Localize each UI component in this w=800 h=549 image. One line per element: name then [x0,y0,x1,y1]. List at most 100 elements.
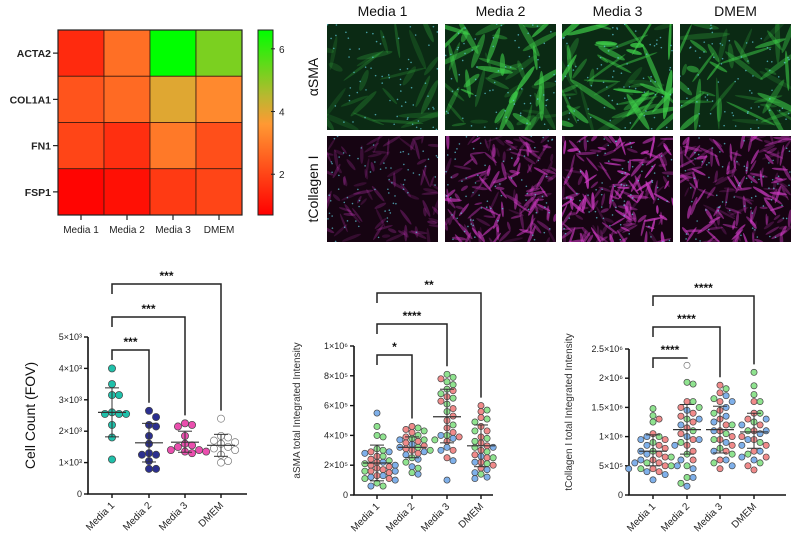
y-tick-label: 8×10⁵ [324,371,348,381]
stained-cell [512,113,532,126]
y-tick-label: 5×10³ [59,332,82,342]
stained-cell [733,175,742,190]
stained-cell [477,230,485,242]
data-point [367,473,375,481]
nucleus [594,210,597,213]
data-point [414,455,422,463]
nucleus [348,154,351,157]
stained-cell [776,218,785,224]
nucleus [760,37,763,40]
data-point [649,476,657,484]
stained-cell [773,214,781,221]
nucleus [745,177,748,180]
stained-cell [599,161,612,181]
stained-cell [445,198,462,202]
stained-cell [730,151,742,157]
stained-cell [769,205,784,211]
nucleus [762,176,764,178]
nucleus [671,49,673,52]
data-point [722,421,730,429]
stained-cell [421,136,425,144]
stained-cell [422,200,431,217]
data-point [655,459,663,467]
stained-cell [422,169,430,187]
data-point [756,438,764,446]
stained-cell [550,166,556,174]
data-point [722,438,730,446]
stained-cell [708,138,723,147]
nucleus [415,126,418,129]
stained-cell [609,233,615,242]
stained-cell [628,179,639,195]
data-point [449,381,457,389]
data-point [677,421,685,429]
nucleus [445,54,447,57]
nucleus [662,241,664,242]
stained-cell [614,189,622,199]
nucleus [634,30,637,32]
nucleus [595,216,598,219]
nucleus [535,211,538,214]
nucleus [386,220,389,223]
nucleus [717,209,719,212]
stained-cell [505,119,514,130]
nucleus [327,218,329,220]
data-point [738,441,746,449]
nucleus [601,188,603,191]
nucleus [337,188,340,190]
nucleus [346,196,349,199]
nucleus [407,58,410,61]
data-point [649,412,657,420]
stained-cell [726,161,731,171]
nucleus [414,34,417,36]
nucleus [457,32,460,35]
stained-cell [690,39,708,53]
stained-cell [505,139,514,144]
data-point [738,453,746,461]
stained-cell [572,58,587,79]
stained-cell [562,24,588,39]
nucleus [734,80,736,83]
nucleus [518,46,520,49]
data-point [420,436,428,444]
stained-cell [526,181,540,195]
nucleus [432,25,435,28]
stained-cell [467,136,477,146]
nucleus [564,75,567,78]
data-point [396,436,404,444]
stained-cell [522,109,545,115]
nucleus [650,75,652,78]
stained-cell [385,233,404,242]
heatmap-cell [195,122,243,170]
data-point [152,413,161,422]
data-point [695,436,703,443]
stained-cell [758,144,776,153]
nucleus [534,193,537,196]
stained-cell [707,43,720,63]
data-point [643,459,651,467]
data-point [367,448,375,456]
stained-cell [564,169,586,174]
significance-bracket [376,354,413,419]
data-point [722,430,730,438]
data-point [181,419,189,428]
nucleus [521,67,524,70]
stained-cell [709,61,728,73]
cell-count-chart: 0 1×10³ 2×10³ 3×10³ 4×10³ 5×10³ Cell Count (FO… [22,269,247,533]
heatmap-cell [57,168,105,216]
data-point [483,460,491,468]
data-point [402,451,410,459]
stained-cell [523,156,536,165]
stained-cell [371,150,389,154]
data-point [420,427,428,435]
nucleus [358,48,361,50]
stained-cell [680,173,690,182]
nucleus [743,205,746,207]
y-tick-label: 1.5×10⁶ [592,402,624,412]
stained-cell [550,153,554,162]
stained-cell [562,54,577,88]
stained-cell [652,193,658,205]
stained-cell [562,84,578,93]
stained-cell [718,28,728,64]
nucleus [471,49,473,51]
